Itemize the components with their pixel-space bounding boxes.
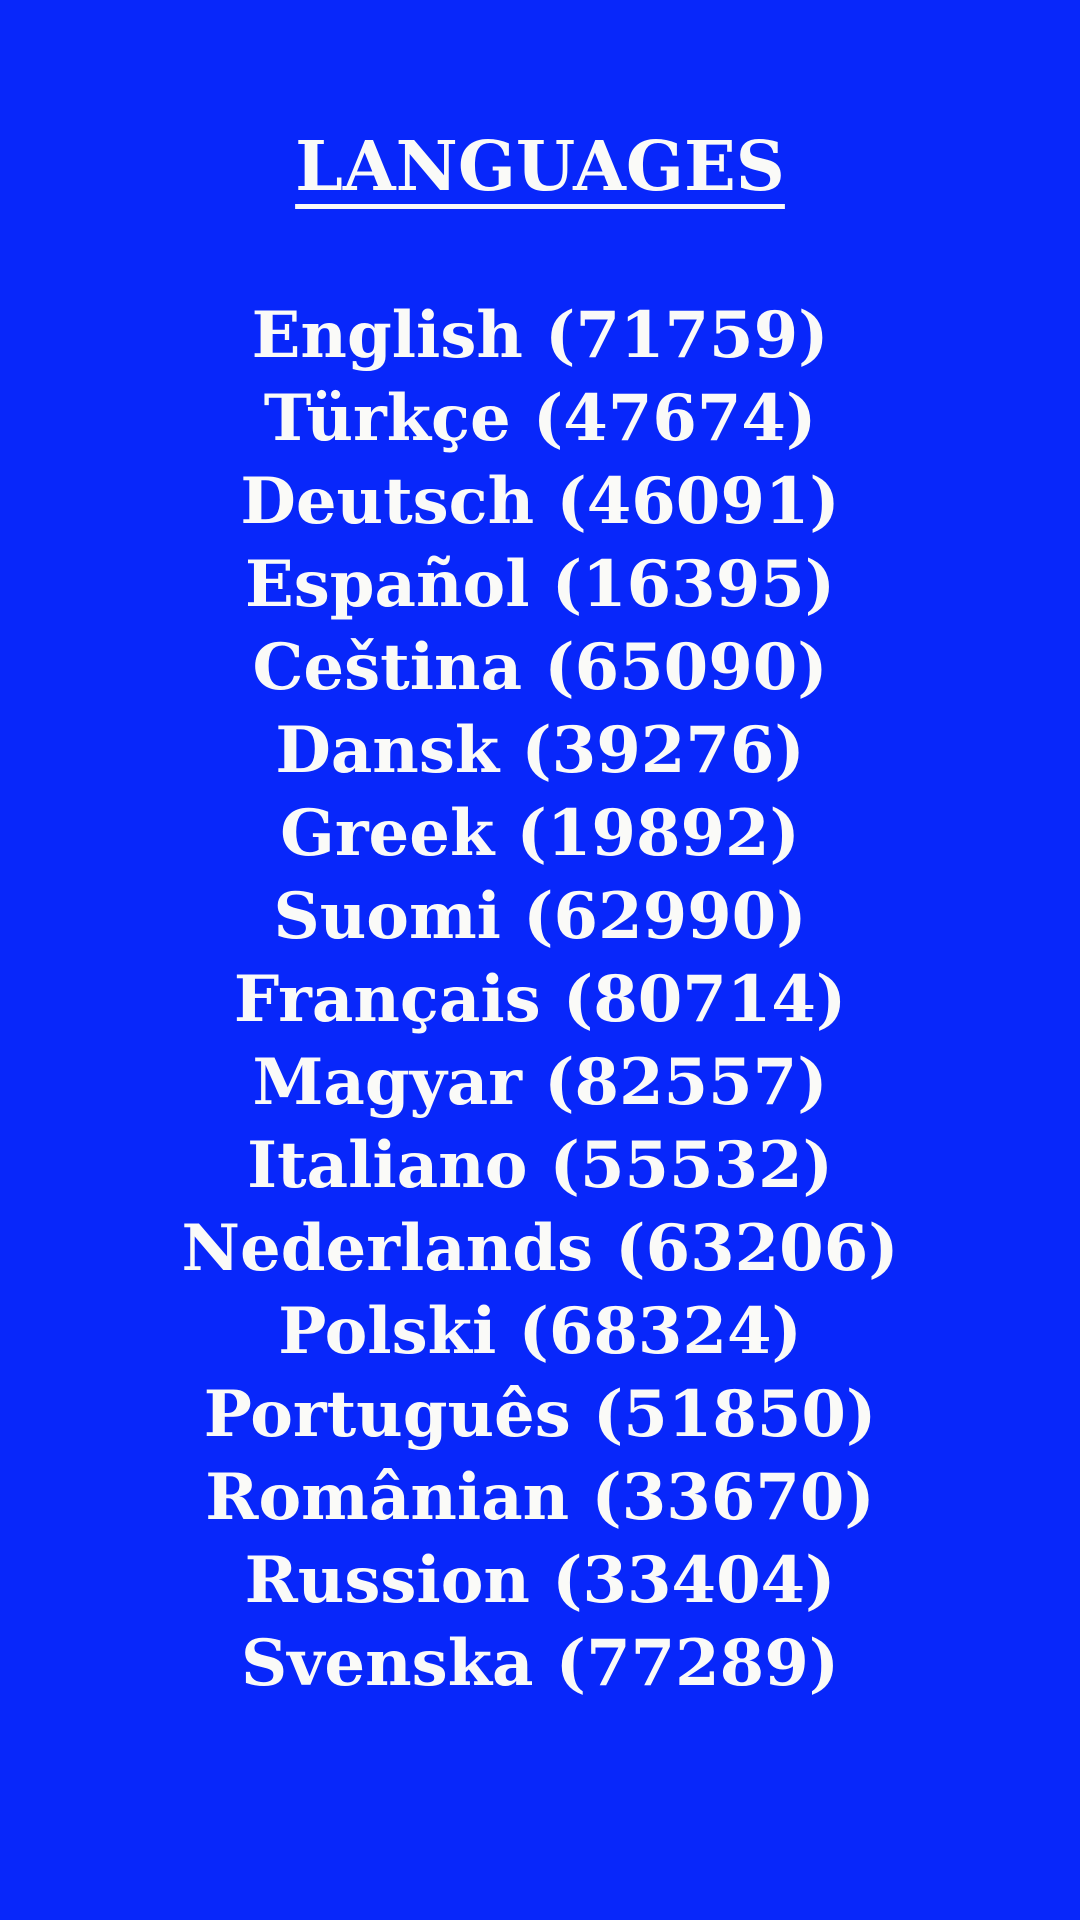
language-item[interactable]: Français (80714) — [233, 962, 847, 1038]
language-item[interactable]: Nederlands (63206) — [181, 1211, 899, 1287]
language-item[interactable]: Italiano (55532) — [247, 1128, 833, 1204]
language-item[interactable]: Deutsch (46091) — [240, 464, 840, 540]
language-list: English (71759) Türkçe (47674) Deutsch (46… — [0, 294, 1080, 1705]
language-item[interactable]: Magyar (82557) — [252, 1045, 828, 1121]
language-item[interactable]: English (71759) — [251, 298, 829, 374]
language-item[interactable]: Svenska (77289) — [241, 1626, 839, 1702]
language-item[interactable]: Greek (19892) — [280, 796, 800, 872]
language-item[interactable]: Türkçe (47674) — [263, 381, 817, 457]
language-item[interactable]: Suomi (62990) — [273, 879, 807, 955]
language-item[interactable]: Português (51850) — [203, 1377, 877, 1453]
language-item[interactable]: Românian (33670) — [205, 1460, 875, 1536]
language-item[interactable]: Español (16395) — [244, 547, 836, 623]
page-title: LANGUAGES — [295, 127, 785, 207]
language-item[interactable]: Russion (33404) — [244, 1543, 836, 1619]
language-item[interactable]: Polski (68324) — [278, 1294, 802, 1370]
language-item[interactable]: Ceština (65090) — [252, 630, 828, 706]
language-item[interactable]: Dansk (39276) — [275, 713, 805, 789]
